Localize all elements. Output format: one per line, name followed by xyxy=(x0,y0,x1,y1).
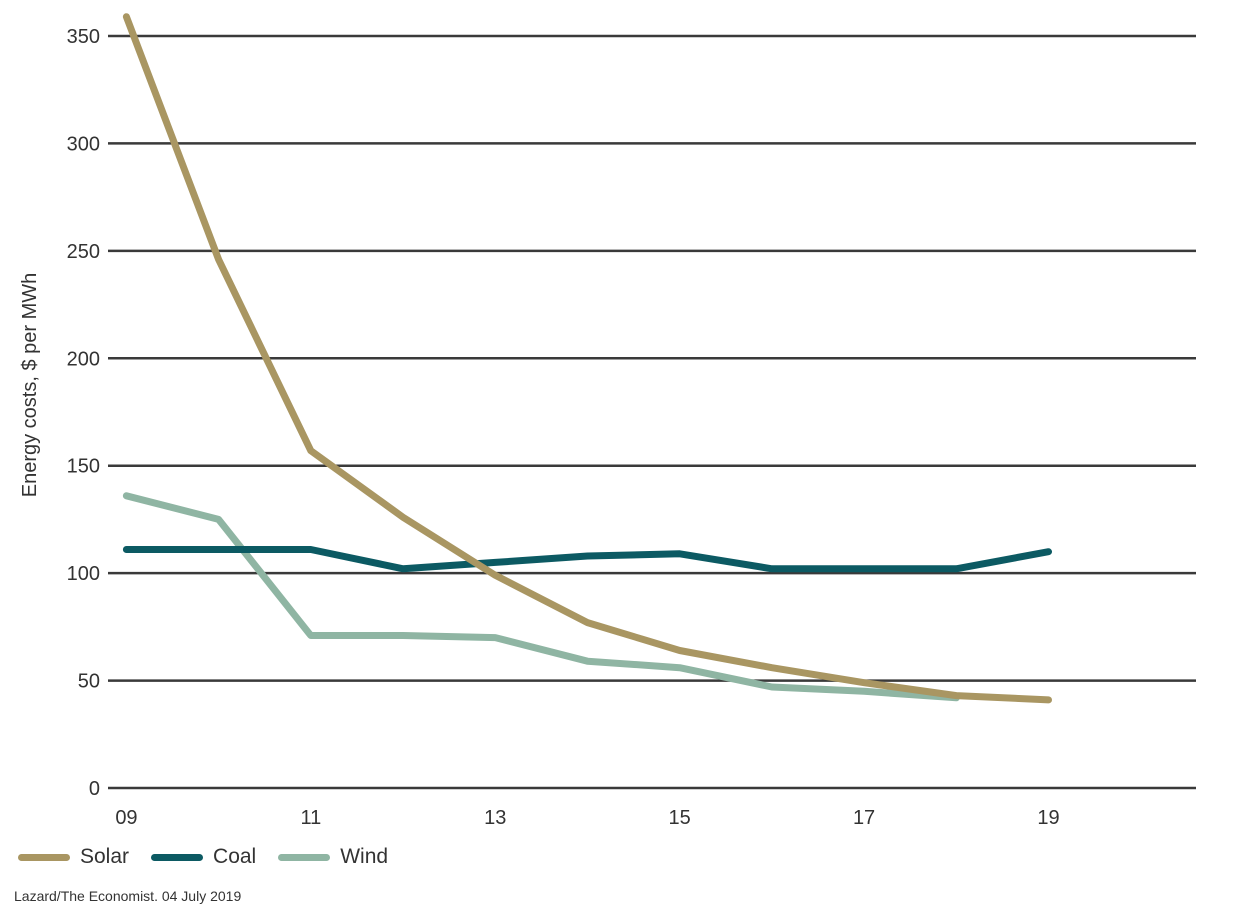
legend-item-solar: Solar xyxy=(18,845,129,869)
y-tick-label-0: 0 xyxy=(89,778,100,800)
series-line-solar xyxy=(122,13,1052,704)
series-line-coal xyxy=(122,546,1052,573)
legend: Solar Coal Wind xyxy=(18,845,410,869)
y-axis-ticks: 0 50 100 150 200 250 300 350 xyxy=(67,26,100,800)
legend-item-wind: Wind xyxy=(278,845,388,869)
x-tick-label-09: 09 xyxy=(115,807,137,829)
y-tick-label-100: 100 xyxy=(67,563,100,585)
y-tick-label-350: 350 xyxy=(67,26,100,48)
gridlines xyxy=(108,34,1196,790)
y-tick-label-200: 200 xyxy=(67,348,100,370)
x-axis-ticks: 09 11 13 15 17 19 xyxy=(115,807,1059,829)
legend-label-solar: Solar xyxy=(80,845,130,868)
legend-swatch-wind xyxy=(278,853,331,861)
y-tick-label-300: 300 xyxy=(67,133,100,155)
y-axis-label: Energy costs, $ per MWh xyxy=(19,273,41,498)
source-note: Lazard/The Economist. 04 July 2019 xyxy=(14,888,242,904)
series-lines xyxy=(122,13,1052,704)
x-tick-label-17: 17 xyxy=(853,807,875,829)
x-tick-label-19: 19 xyxy=(1037,807,1059,829)
legend-label-wind: Wind xyxy=(340,845,389,868)
x-tick-label-15: 15 xyxy=(669,807,691,829)
y-tick-label-250: 250 xyxy=(67,241,100,263)
y-tick-label-50: 50 xyxy=(78,671,100,693)
series-line-wind xyxy=(122,492,960,702)
legend-swatch-coal xyxy=(151,853,204,861)
y-tick-label-150: 150 xyxy=(67,456,100,478)
legend-swatch-solar xyxy=(18,853,70,861)
x-tick-label-13: 13 xyxy=(484,807,506,829)
legend-label-coal: Coal xyxy=(213,845,257,868)
x-tick-label-11: 11 xyxy=(300,807,321,829)
legend-item-coal: Coal xyxy=(151,845,256,869)
